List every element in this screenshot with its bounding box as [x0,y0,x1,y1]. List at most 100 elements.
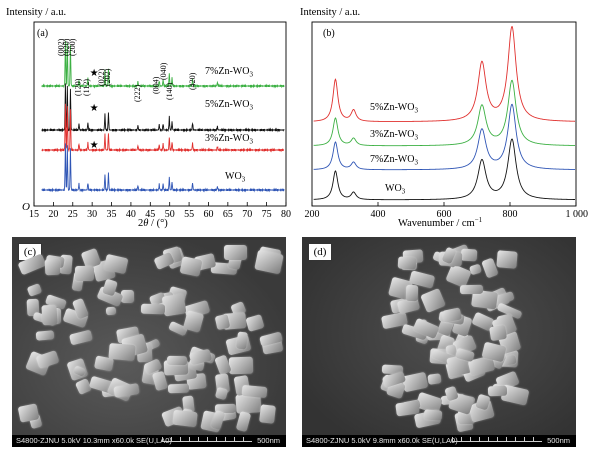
sem-particle [140,303,165,315]
panel-a-tick-label: 50 [165,209,175,220]
panel-a-star: ★ [90,68,99,79]
panel-b-series-label: 5%Zn-WO3 [370,102,418,115]
sem-particle [108,343,136,362]
panel-a-peak-label: (002) [56,38,65,56]
sem-particle [488,324,508,341]
panel-a-peak-labels: (002)(020)(200) (120) (112) (022)(202) (222)… [56,38,196,102]
panel-a-series-line [41,83,285,133]
sem-particle [69,329,94,347]
panel-a-series-labels: 7%Zn-WO3 5%Zn-WO3 3%Zn-WO3 WO3 [205,66,253,184]
panel-a-tick-label: 30 [87,209,97,220]
panel-a-star: ★ [90,140,99,151]
sem-particle [420,287,447,314]
panel-b-series [313,25,576,201]
panel-a-tick-label: 65 [223,209,233,220]
panel-a-series-line [41,40,285,89]
panel-a-peak-label: (112) [82,79,91,96]
sem-particle [258,404,276,424]
sem-particle [254,249,284,275]
panel-a-peak-label: (140) [165,82,174,100]
sem-particle [401,372,429,394]
panel-a-tick-label: 80 [281,209,291,220]
panel-a-tick-label: 20 [48,209,58,220]
sem-particle [468,263,482,275]
panel-b-series-line [313,79,576,147]
sem-particle [44,259,61,276]
panel-d-scale-bar [452,437,542,442]
panel-b-letter: (b) [323,28,335,39]
panel-b-tick-label: 800 [503,209,518,220]
sem-particle [461,248,478,262]
panel-b-series-label: WO3 [385,183,406,196]
panel-b-series-label: 3%Zn-WO3 [370,129,418,142]
panel-a-tick-label: 45 [145,209,155,220]
panel-d-info: S4800-ZJNU 5.0kV 9.8mm x60.0k SE(U,LA0) [306,436,458,445]
panel-a-tick-label: 55 [184,209,194,220]
panel-a-peak-label: (202) [103,68,112,86]
sem-particle [397,256,416,270]
panel-c-info: S4800-ZJNU 5.0kV 10.3mm x60.0k SE(U,LA0) [16,436,172,445]
panel-a-peak-label: (222) [133,84,142,102]
panel-a-series-label: 7%Zn-WO3 [205,66,253,79]
panel-a-x-ticks: 15 20 25 30 35 40 45 50 55 60 65 70 75 80 [29,202,291,220]
sem-particle [459,285,483,295]
panel-b-xlabel: Wavenumber / cm−1 [398,216,483,229]
sem-particle [161,293,187,316]
panel-c-sem-image: (c) S4800-ZJNU 5.0kV 10.3mm x60.0k SE(U,… [12,237,286,447]
panel-a-xlabel: 2θ / (°) [138,218,168,229]
sem-particle [167,384,190,394]
panel-a-series [41,40,285,193]
panel-b-ylabel: Intensity / a.u. [300,7,360,18]
panel-a-frame [33,21,287,207]
panel-a-tick-label: 70 [242,209,252,220]
panel-a-tick-label: 35 [107,209,117,220]
panel-d-info-bar: S4800-ZJNU 5.0kV 9.8mm x60.0k SE(U,LA0) … [302,435,576,447]
sem-particle [229,356,254,375]
sem-particle [423,408,442,421]
panel-a-peak-label: (420) [188,72,197,90]
panel-a-peak-label: (020) [62,38,71,56]
sem-particle [26,283,43,298]
panel-a-series-line [41,143,285,193]
panel-a-series-label: WO3 [225,171,246,184]
panel-a-series-label: 5%Zn-WO3 [205,99,253,112]
panel-a-tick-label: 60 [203,209,213,220]
panel-b-tick-label: 200 [305,209,320,220]
panel-a-tick-label: 15 [29,209,39,220]
panel-b-x-ticks: 200 400 600 800 1 000 [305,202,588,220]
panel-a-stars: ★ ★ ★ [90,68,99,151]
panel-a-peak-label: (004) [151,76,160,94]
sem-particle [245,313,265,332]
sem-particle [41,304,58,326]
panel-a-peak-label: (022) [97,68,106,86]
sem-particle [427,373,443,385]
sem-particle [179,255,202,277]
panel-a-tick-label: 25 [68,209,78,220]
panel-b-tick-label: 400 [371,209,386,220]
panel-a-series-line [41,103,285,153]
panel-a-peak-label: (200) [68,38,77,56]
panel-a-tick-label: 40 [126,209,136,220]
panel-b: Intensity / a.u. (b) 200 400 600 800 1 000 5… [300,7,588,229]
panel-a: Intensity / a.u. (a) O 15 20 25 30 35 40 45 50 5… [6,7,291,229]
sem-particle [75,266,94,282]
panel-c-scale: 500nm [257,436,280,445]
sem-particle [488,385,508,396]
panel-a-peak-label: (120) [74,78,83,96]
panel-b-frame [311,21,577,207]
panel-a-letter: (a) [37,28,48,39]
sem-particle [105,306,117,316]
sem-particle [35,330,55,341]
sem-particle [17,402,40,423]
panel-a-tick-label: 75 [262,209,272,220]
panel-b-series-line [313,25,576,122]
sem-particle [224,244,248,261]
panel-a-ylabel: Intensity / a.u. [6,7,66,18]
panel-d-sem-image: (d) S4800-ZJNU 5.0kV 9.8mm x60.0k SE(U,L… [302,237,576,447]
sem-particle [235,410,252,433]
sem-particle [214,387,228,401]
panel-c-info-bar: S4800-ZJNU 5.0kV 10.3mm x60.0k SE(U,LA0)… [12,435,286,447]
panel-b-series-line [313,138,576,201]
panel-c-scale-bar [162,437,252,442]
panel-b-series-label: 7%Zn-WO3 [370,154,418,167]
